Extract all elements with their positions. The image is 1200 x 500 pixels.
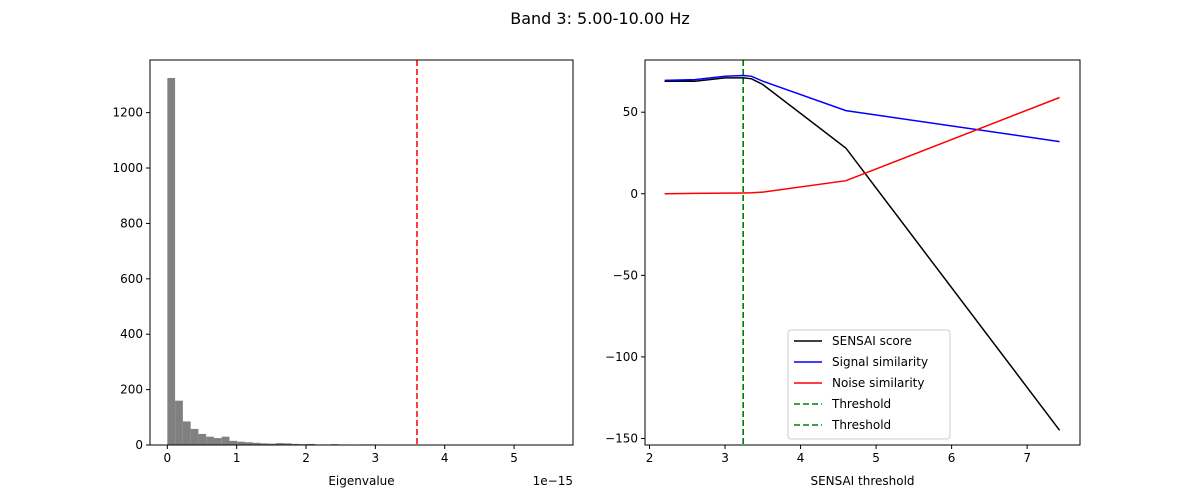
histogram-bar (190, 428, 199, 445)
series-line (664, 77, 1061, 431)
y-tick-label: 200 (120, 383, 143, 397)
histogram-bar (221, 436, 230, 445)
figure-title: Band 3: 5.00-10.00 Hz (510, 9, 690, 28)
histogram-bar (291, 443, 300, 445)
x-tick-label: 4 (797, 451, 805, 465)
series-line (664, 74, 1060, 143)
legend-label: Threshold (831, 418, 891, 432)
histogram-bar (245, 442, 253, 445)
histogram-bar (268, 443, 277, 445)
y-tick-label: 1000 (112, 161, 143, 175)
histogram-bar (283, 443, 292, 445)
y-tick-label: 800 (120, 216, 143, 230)
histogram-bar (237, 441, 246, 445)
x-tick-label: 7 (1023, 451, 1031, 465)
legend: SENSAI score Signal similarity Noise simil… (787, 329, 951, 440)
y-tick-label: −150 (605, 431, 638, 445)
histogram-bar (198, 433, 207, 445)
histogram-bar (307, 443, 315, 445)
y-tick-label: 50 (623, 105, 638, 119)
legend-label: SENSAI score (832, 334, 912, 348)
histogram-bar (213, 438, 222, 445)
histogram-bar (260, 443, 269, 445)
line-axes: 2 3 4 5 6 7 −150 −100 −50 0 50 SENSAI threshold SENS… (605, 59, 1081, 488)
histogram-bar (229, 440, 238, 445)
y-tick-label: 400 (120, 327, 143, 341)
x-axis-label: SENSAI threshold (810, 474, 914, 488)
x-tick-label: 5 (872, 451, 880, 465)
x-tick-label: 0 (164, 451, 172, 465)
x-tick-label: 3 (372, 451, 380, 465)
legend-box (787, 329, 951, 440)
x-tick-label: 6 (948, 451, 956, 465)
histogram-bar (182, 421, 191, 445)
y-tick-label: −100 (605, 350, 638, 364)
x-tick-label: 1 (233, 451, 241, 465)
y-tick-label: 600 (120, 272, 143, 286)
axes-frame (644, 59, 1081, 446)
histogram-bar (175, 400, 183, 445)
histogram-axes: 0 1 2 3 4 5 0 200 400 600 800 1000 1200 Eigenvalue 1e−… (112, 59, 574, 488)
x-tick-label: 2 (646, 451, 654, 465)
histogram-bar (167, 78, 176, 445)
y-tick-label: 0 (135, 438, 143, 452)
y-tick-label: 1200 (112, 106, 143, 120)
legend-label: Threshold (831, 397, 891, 411)
histogram-bar (206, 436, 214, 445)
x-tick-label: 5 (510, 451, 518, 465)
x-offset-text: 1e−15 (533, 474, 573, 488)
histogram-bar (276, 443, 284, 445)
x-tick-label: 3 (721, 451, 729, 465)
legend-label: Noise similarity (832, 376, 924, 390)
y-tick-label: −50 (613, 268, 638, 282)
x-axis-label: Eigenvalue (328, 474, 394, 488)
legend-label: Signal similarity (832, 355, 928, 369)
histogram-bar (252, 442, 261, 445)
axes-frame (149, 59, 574, 446)
series-line (664, 96, 1060, 195)
x-tick-label: 2 (302, 451, 310, 465)
y-tick-label: 0 (630, 187, 638, 201)
x-tick-label: 4 (441, 451, 449, 465)
